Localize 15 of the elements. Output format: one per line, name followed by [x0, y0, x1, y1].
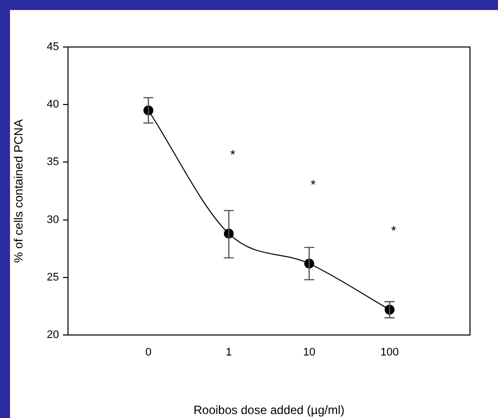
y-tick-label: 20: [46, 329, 59, 342]
x-tick-label: 1: [226, 346, 232, 359]
x-axis-title: Rooibos dose added (µg/ml): [194, 403, 344, 418]
y-tick-label: 30: [46, 214, 59, 226]
y-tick-label: 40: [46, 98, 59, 111]
annotation: *: [230, 147, 236, 162]
annotation: *: [310, 177, 316, 192]
x-tick-label: 0: [145, 346, 152, 359]
annotation: *: [391, 223, 396, 238]
y-tick-label: 35: [46, 156, 59, 168]
y-tick-label: 45: [46, 41, 59, 54]
x-tick-label: 10: [303, 346, 316, 359]
y-tick-label: 25: [46, 271, 59, 284]
y-axis-title: % of cells contained PCNA: [12, 119, 26, 263]
x-tick-label: 100: [380, 346, 399, 359]
